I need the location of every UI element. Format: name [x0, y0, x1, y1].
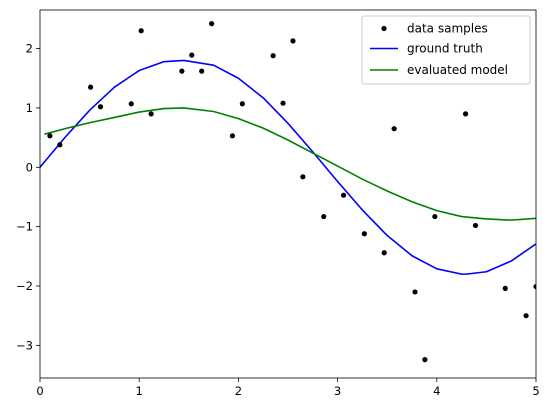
y-tick-label: 1	[26, 101, 33, 115]
x-axis: 0 1 2 3 4 5	[36, 378, 540, 398]
data-point	[300, 174, 306, 180]
data-point	[290, 38, 296, 44]
legend: data samples ground truth evaluated mode…	[361, 15, 531, 85]
y-tick-label: −1	[16, 220, 33, 234]
data-point	[47, 133, 53, 139]
data-point	[179, 68, 185, 74]
data-point	[87, 84, 94, 90]
data-point	[502, 285, 508, 291]
series-line-evaluated-model	[44, 107, 536, 221]
legend-box	[361, 15, 531, 85]
x-tick-label: 0	[36, 384, 43, 398]
data-point	[229, 133, 236, 139]
x-tick-label: 5	[532, 384, 539, 398]
y-tick-label: 0	[26, 160, 33, 174]
data-point	[533, 283, 536, 290]
data-point	[209, 21, 215, 27]
plot-area	[40, 21, 536, 363]
x-tick-label: 1	[136, 384, 143, 398]
data-point	[472, 222, 479, 229]
data-point	[412, 289, 418, 295]
data-point	[97, 104, 104, 110]
data-point	[57, 142, 63, 148]
data-point	[148, 111, 154, 117]
data-point	[270, 53, 276, 59]
x-tick-label: 2	[235, 384, 242, 398]
x-tick-label: 3	[334, 384, 341, 398]
data-point	[422, 357, 428, 363]
y-axis: −3 −2 −1 0 1 2	[16, 42, 40, 352]
data-point	[239, 101, 245, 107]
data-point	[340, 192, 347, 198]
legend-label-data-samples: data samples	[407, 22, 488, 36]
data-point	[391, 126, 397, 132]
axes-frame	[39, 9, 537, 379]
data-point	[199, 68, 205, 74]
y-tick-label: −3	[16, 338, 33, 352]
series-line-ground-truth	[40, 59, 536, 275]
data-point	[138, 28, 144, 34]
y-tick-label: 2	[26, 42, 33, 56]
data-point	[381, 250, 387, 256]
legend-marker-data-samples	[381, 25, 387, 32]
legend-label-evaluated-model: evaluated model	[407, 63, 508, 77]
data-point	[462, 111, 469, 117]
data-point	[280, 100, 286, 106]
y-tick-label: −2	[16, 279, 33, 293]
data-point	[128, 101, 134, 107]
data-point	[523, 313, 529, 319]
legend-label-ground-truth: ground truth	[407, 42, 483, 56]
data-point	[361, 231, 367, 237]
data-point	[189, 52, 195, 58]
x-tick-label: 4	[433, 384, 440, 398]
data-point	[321, 213, 327, 220]
data-point	[432, 213, 438, 220]
